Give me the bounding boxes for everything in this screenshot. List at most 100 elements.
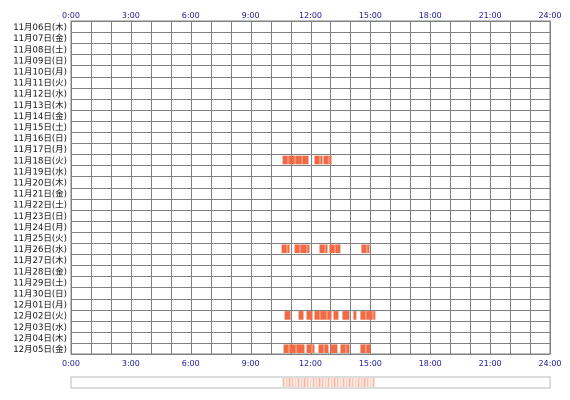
row-label: 12月04日(木) bbox=[13, 333, 67, 344]
summary-strip-segment bbox=[319, 378, 321, 387]
activity-bar-gap bbox=[289, 344, 290, 353]
plot-area bbox=[71, 21, 550, 354]
summary-strip-segment bbox=[367, 378, 369, 387]
summary-strip-segment bbox=[328, 378, 330, 387]
activity-bar-gap bbox=[295, 156, 296, 165]
x-tick-label-bottom: 12:00 bbox=[299, 359, 322, 368]
activity-bar bbox=[314, 311, 331, 320]
grid bbox=[71, 21, 551, 355]
activity-bar bbox=[319, 245, 327, 254]
activity-bar-gap bbox=[365, 344, 366, 353]
summary-strip-segment bbox=[316, 378, 318, 387]
row-label: 11月20日(木) bbox=[13, 178, 67, 189]
row-label: 11月24日(月) bbox=[13, 223, 67, 233]
row-label: 11月09日(日) bbox=[13, 56, 67, 66]
activity-bar bbox=[285, 311, 291, 320]
x-tick-label-top: 18:00 bbox=[419, 11, 442, 20]
summary-strip-segment bbox=[304, 378, 306, 387]
summary-strip-segment bbox=[361, 378, 363, 387]
x-tick-label-top: 21:00 bbox=[479, 11, 502, 20]
activity-bar bbox=[333, 311, 338, 320]
row-label: 11月15日(土) bbox=[13, 122, 67, 133]
x-tick-label-bottom: 0:00 bbox=[62, 359, 80, 368]
summary-strip-segment bbox=[289, 378, 291, 387]
x-tick-label-bottom: 9:00 bbox=[242, 359, 260, 368]
activity-bar bbox=[299, 311, 304, 320]
summary-strip-segment bbox=[322, 378, 324, 387]
activity-bar-gap bbox=[296, 344, 297, 353]
activity-bar-gap bbox=[319, 156, 320, 165]
activity-bar-gap bbox=[300, 245, 301, 254]
x-tick-label-bottom: 18:00 bbox=[419, 359, 442, 368]
summary-strip-segment bbox=[352, 378, 354, 387]
x-axis-top: 0:00 3:00 6:00 9:00 12:00 15:00 18:00 21:00 24:0… bbox=[62, 11, 562, 20]
summary-strip-segment bbox=[292, 378, 294, 387]
summary-strip-segment bbox=[373, 378, 375, 387]
row-label: 12月03日(水) bbox=[13, 322, 67, 333]
row-label: 11月13日(木) bbox=[13, 100, 67, 111]
activity-bar-gap bbox=[326, 311, 327, 320]
activity-bar bbox=[318, 344, 328, 353]
activity-bar bbox=[353, 311, 356, 320]
activity-bar-gap bbox=[334, 245, 335, 254]
x-tick-label-top: 6:00 bbox=[182, 11, 200, 20]
x-tick-label-bottom: 21:00 bbox=[479, 359, 502, 368]
activity-bar-gap bbox=[366, 245, 367, 254]
summary-strip-segment bbox=[340, 378, 342, 387]
row-label: 12月05日(金) bbox=[13, 344, 67, 355]
activity-bar-gap bbox=[345, 344, 346, 353]
row-label: 11月14日(金) bbox=[13, 111, 67, 122]
row-label: 11月06日(木) bbox=[13, 22, 67, 33]
row-label: 11月26日(水) bbox=[13, 244, 67, 255]
row-labels: 11月06日(木)11月07日(金)11月08日(土)11月09日(日) 11月1… bbox=[13, 22, 67, 355]
summary-strip-segment bbox=[313, 378, 315, 387]
summary-strip-segment bbox=[358, 378, 360, 387]
summary-strip-segment bbox=[310, 378, 312, 387]
row-label: 11月10日(月) bbox=[13, 68, 67, 78]
summary-strip-segment bbox=[295, 378, 297, 387]
summary-strip-segment bbox=[334, 378, 336, 387]
summary-strip-segment bbox=[325, 378, 327, 387]
activity-bar-gap bbox=[287, 245, 288, 254]
row-label: 11月25日(火) bbox=[13, 234, 67, 244]
activity-bar bbox=[342, 311, 349, 320]
row-label: 11月16日(日) bbox=[13, 134, 67, 144]
activity-bar bbox=[307, 344, 315, 353]
row-label: 11月07日(金) bbox=[13, 33, 67, 44]
summary-strip-segment bbox=[370, 378, 372, 387]
activity-bar-gap bbox=[288, 156, 289, 165]
row-label: 11月30日(日) bbox=[13, 290, 67, 300]
activity-bar bbox=[314, 156, 322, 165]
summary-strip-segment bbox=[337, 378, 339, 387]
summary-strip-segment bbox=[343, 378, 345, 387]
row-label: 12月01日(月) bbox=[13, 301, 67, 311]
summary-strip-segment bbox=[286, 378, 288, 387]
x-tick-label-top: 12:00 bbox=[299, 11, 322, 20]
summary-strip-segment bbox=[346, 378, 348, 387]
activity-bar bbox=[361, 245, 369, 254]
x-tick-label-top: 9:00 bbox=[242, 11, 260, 20]
summary-strip bbox=[71, 377, 550, 388]
summary-strip-segment bbox=[301, 378, 303, 387]
activity-bar bbox=[340, 344, 349, 353]
activity-bar bbox=[307, 311, 313, 320]
row-label: 11月12日(水) bbox=[13, 89, 67, 100]
activity-bar-gap bbox=[319, 311, 320, 320]
x-tick-label-top: 15:00 bbox=[359, 11, 382, 20]
activity-bar bbox=[330, 344, 337, 353]
row-label: 11月22日(土) bbox=[13, 200, 67, 211]
x-tick-label-top: 0:00 bbox=[62, 11, 80, 20]
row-label: 11月18日(火) bbox=[13, 156, 67, 166]
x-axis-bottom: 0:00 3:00 6:00 9:00 12:00 15:00 18:00 21:00 24:0… bbox=[62, 359, 562, 368]
x-tick-label-bottom: 6:00 bbox=[182, 359, 200, 368]
x-tick-label-bottom: 24:00 bbox=[538, 359, 561, 368]
row-label: 11月29日(土) bbox=[13, 277, 67, 288]
activity-bar bbox=[323, 156, 331, 165]
activity-bar-gap bbox=[323, 344, 324, 353]
activity-bar-gap bbox=[302, 156, 303, 165]
row-label: 11月21日(金) bbox=[13, 189, 67, 200]
row-label: 11月08日(土) bbox=[13, 44, 67, 55]
activity-bar-gap bbox=[312, 344, 313, 353]
activity-bar-gap bbox=[365, 311, 366, 320]
